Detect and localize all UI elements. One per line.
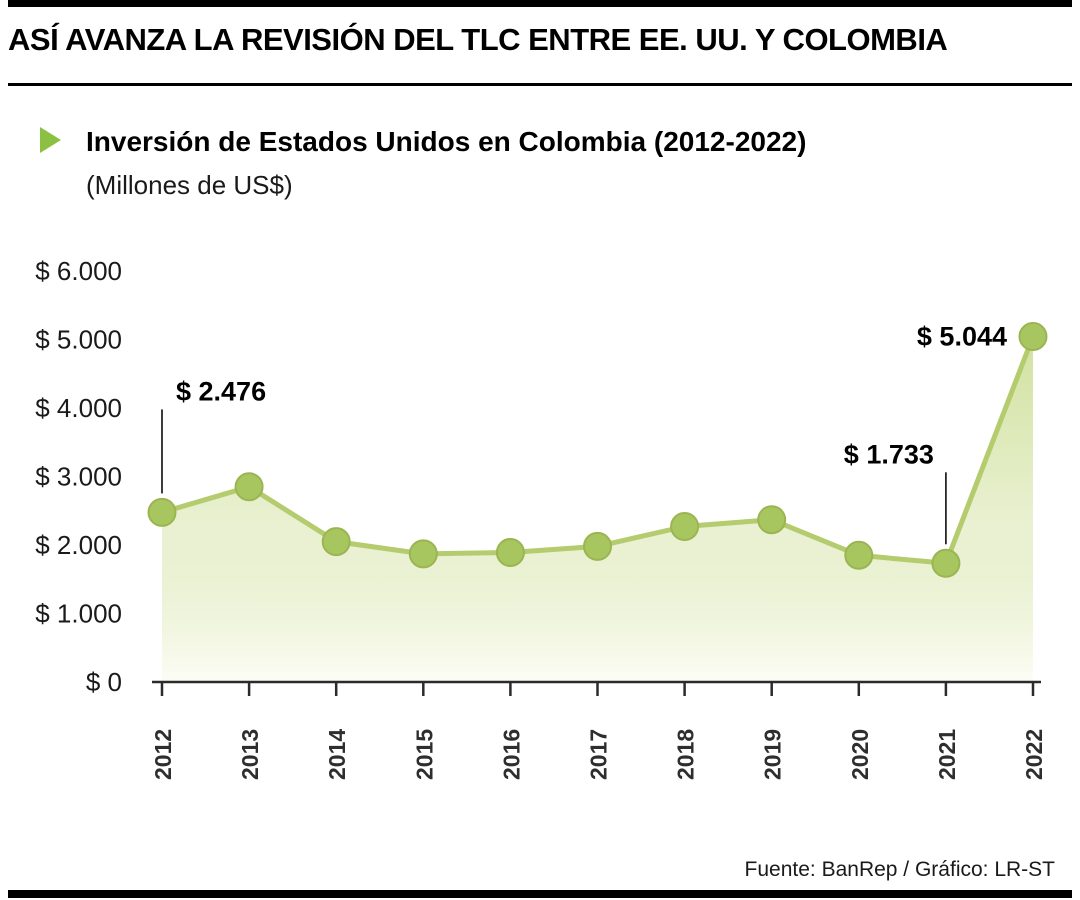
y-axis-label: $ 4.000: [35, 393, 122, 423]
chart-title: Inversión de Estados Unidos en Colombia …: [86, 126, 807, 157]
x-axis-label: 2012: [150, 729, 176, 780]
source-credit: Fuente: BanRep / Gráfico: LR-ST: [744, 858, 1055, 881]
page-title: ASÍ AVANZA LA REVISIÓN DEL TLC ENTRE EE.…: [8, 22, 948, 57]
x-axis-label: 2018: [673, 729, 699, 780]
annotation-label: $ 5.044: [917, 322, 1007, 352]
triangle-bullet-icon: [40, 127, 61, 153]
y-axis-label: $ 1.000: [35, 599, 122, 629]
y-axis-label: $ 6.000: [35, 256, 122, 286]
annotation-label: $ 2.476: [176, 376, 266, 406]
data-point: [757, 505, 787, 535]
bottom-rule: [8, 890, 1072, 898]
chart-area: [162, 336, 1033, 682]
annotation-label: $ 1.733: [844, 439, 934, 469]
data-point: [321, 527, 351, 557]
line-chart: $ 0 $ 1.000 $ 2.000 $ 3.000 $ 4.000 $ 5.000 $ …: [35, 256, 1048, 780]
x-axis-label: 2022: [1021, 729, 1047, 780]
data-point: [844, 540, 874, 570]
data-point: [147, 497, 177, 527]
y-axis-label: $ 5.000: [35, 325, 122, 355]
top-rule: [8, 0, 1072, 7]
title-divider: [8, 83, 1072, 86]
data-point: [1018, 322, 1048, 351]
x-axis-label: 2021: [934, 729, 960, 780]
data-point: [670, 512, 700, 541]
x-axis-label: 2016: [498, 729, 524, 780]
y-axis-label: $ 2.000: [35, 530, 122, 560]
x-axis-label: 2017: [586, 729, 612, 780]
x-axis-label: 2015: [411, 729, 437, 780]
x-axis-label: 2013: [237, 729, 263, 780]
y-axis-label: $ 3.000: [35, 462, 122, 492]
data-point: [583, 531, 612, 561]
data-point: [234, 472, 264, 502]
x-axis-label: 2019: [760, 729, 786, 780]
x-axis-label: 2020: [847, 729, 873, 780]
y-axis-label: $ 0: [86, 667, 122, 697]
data-point: [495, 538, 525, 567]
data-point: [408, 539, 438, 569]
x-axis-label: 2014: [324, 729, 350, 780]
data-point: [931, 548, 961, 578]
chart-unit-label: (Millones de US$): [86, 170, 293, 200]
